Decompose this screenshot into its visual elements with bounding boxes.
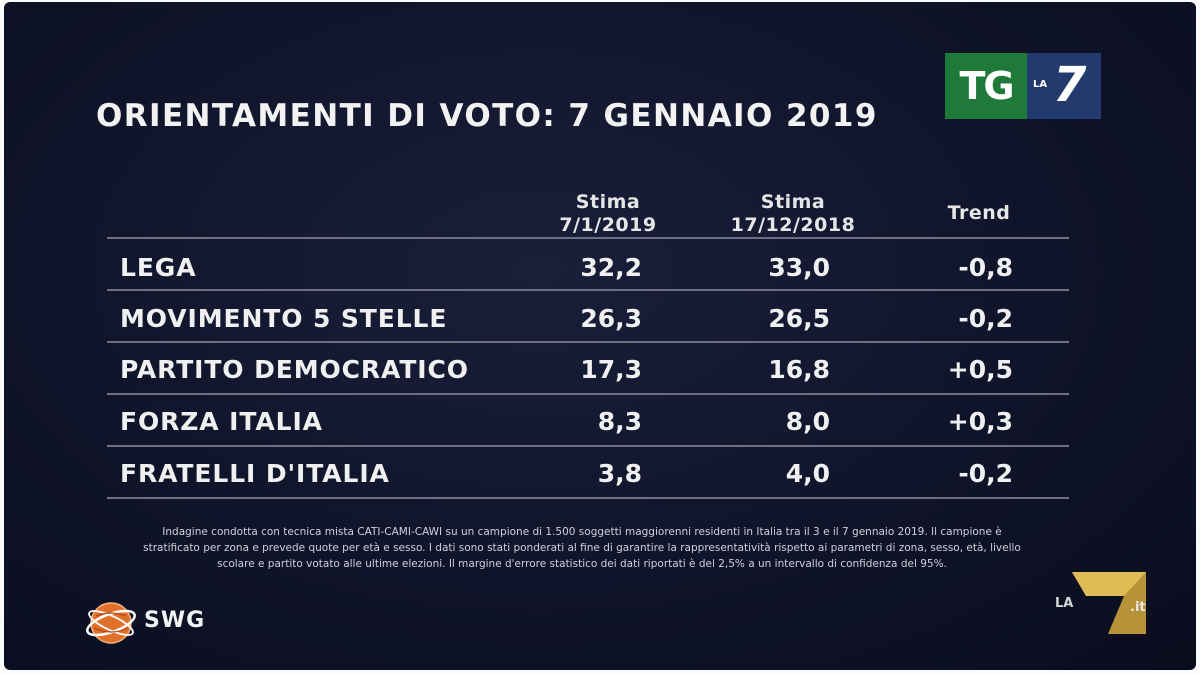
stima-2019-value: 8,3	[597, 407, 642, 436]
tg-logo-text: TG	[945, 53, 1027, 119]
table-divider	[107, 237, 1069, 239]
stima-2018-value: 33,0	[768, 253, 830, 282]
la7-seven-icon	[1072, 572, 1146, 634]
header-stima-2019-line2: 7/1/2019	[559, 214, 657, 236]
stima-2019-value: 3,8	[597, 459, 642, 488]
stima-2018-value: 4,0	[785, 459, 830, 488]
party-name: PARTITO DEMOCRATICO	[120, 355, 469, 384]
party-name: FRATELLI D'ITALIA	[120, 459, 390, 488]
table-divider	[107, 497, 1069, 499]
broadcast-panel: ORIENTAMENTI DI VOTO: 7 GENNAIO 2019 TG …	[4, 2, 1196, 670]
party-name: MOVIMENTO 5 STELLE	[120, 304, 448, 333]
la7-logo-block: LA 7	[1027, 53, 1101, 119]
swg-globe-icon	[86, 602, 136, 644]
watermark-it: .it	[1130, 600, 1146, 615]
header-stima-2018-line2: 17/12/2018	[730, 214, 856, 236]
la7-logo-la: LA	[1033, 79, 1048, 90]
stima-2019-value: 26,3	[580, 304, 642, 333]
header-stima-2018-line1: Stima	[760, 191, 826, 213]
header-stima-2019-line1: Stima	[575, 191, 641, 213]
trend-value: -0,2	[958, 459, 1013, 488]
header-stima-2019: Stima 7/1/2019	[544, 191, 672, 237]
party-name: FORZA ITALIA	[120, 407, 323, 436]
tg-la7-logo: TG LA 7	[945, 53, 1101, 119]
la7-logo-seven: 7	[1053, 57, 1087, 113]
trend-value: +0,5	[947, 355, 1013, 384]
trend-value: -0,2	[958, 304, 1013, 333]
footnote-line: stratificato per zona e prevede quote pe…	[143, 542, 1021, 554]
table-divider	[107, 289, 1069, 291]
header-stima-2018: Stima 17/12/2018	[716, 191, 870, 237]
watermark-la: LA	[1055, 596, 1074, 611]
trend-value: -0,8	[958, 253, 1013, 282]
stima-2018-value: 16,8	[768, 355, 830, 384]
footnote-line: scolare e partito votato alle ultime ele…	[217, 558, 947, 570]
header-trend: Trend	[947, 202, 1011, 224]
party-name: LEGA	[120, 253, 197, 282]
trend-value: +0,3	[947, 407, 1013, 436]
stima-2018-value: 8,0	[785, 407, 830, 436]
stima-2019-value: 17,3	[580, 355, 642, 384]
page-title: ORIENTAMENTI DI VOTO: 7 GENNAIO 2019	[96, 98, 878, 134]
methodology-footnote: Indagine condotta con tecnica mista CATI…	[112, 524, 1052, 572]
table-divider	[107, 341, 1069, 343]
table-divider	[107, 445, 1069, 447]
stima-2018-value: 26,5	[768, 304, 830, 333]
la7-it-watermark: LA .it	[1052, 568, 1152, 638]
stima-2019-value: 32,2	[580, 253, 642, 282]
table-divider	[107, 393, 1069, 395]
footnote-line: Indagine condotta con tecnica mista CATI…	[162, 526, 1002, 538]
swg-logo-text: SWG	[144, 608, 206, 633]
